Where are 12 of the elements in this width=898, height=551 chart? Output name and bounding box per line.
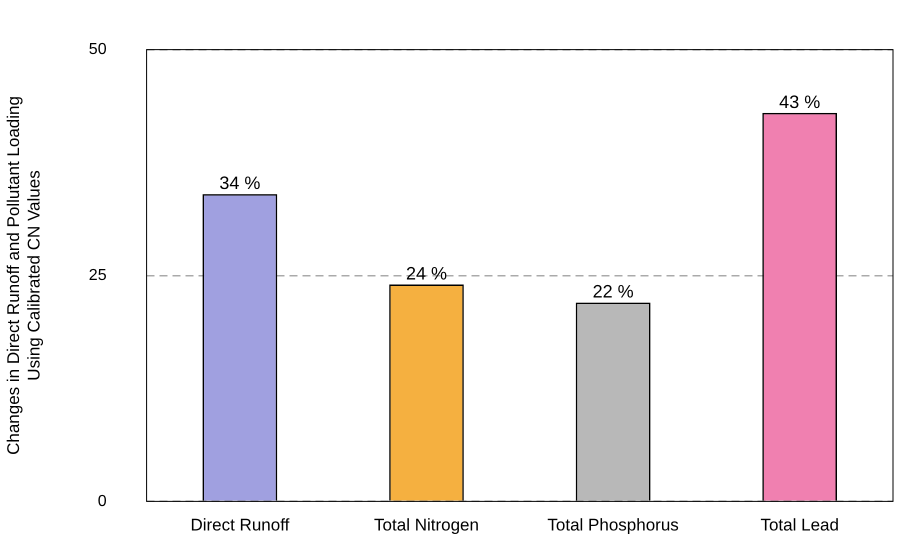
x-tick-label: Total Lead [760, 515, 839, 534]
data-label: 43 % [779, 92, 820, 112]
y-tick-label: 0 [98, 492, 107, 510]
x-tick-label: Total Nitrogen [374, 515, 479, 534]
data-label: 22 % [592, 282, 634, 302]
data-label: 34 % [219, 173, 260, 194]
x-tick-label: Direct Runoff [190, 515, 290, 534]
data-label: 24 % [406, 264, 448, 284]
y-axis-title: Changes in Direct Runoff and Pollutant Loading Using Calibrated CN Values [4, 96, 44, 455]
y-tick-label: 50 [88, 41, 107, 58]
y-tick-label: 25 [88, 266, 107, 284]
x-tick-label: Total Phosphorus [547, 515, 679, 534]
